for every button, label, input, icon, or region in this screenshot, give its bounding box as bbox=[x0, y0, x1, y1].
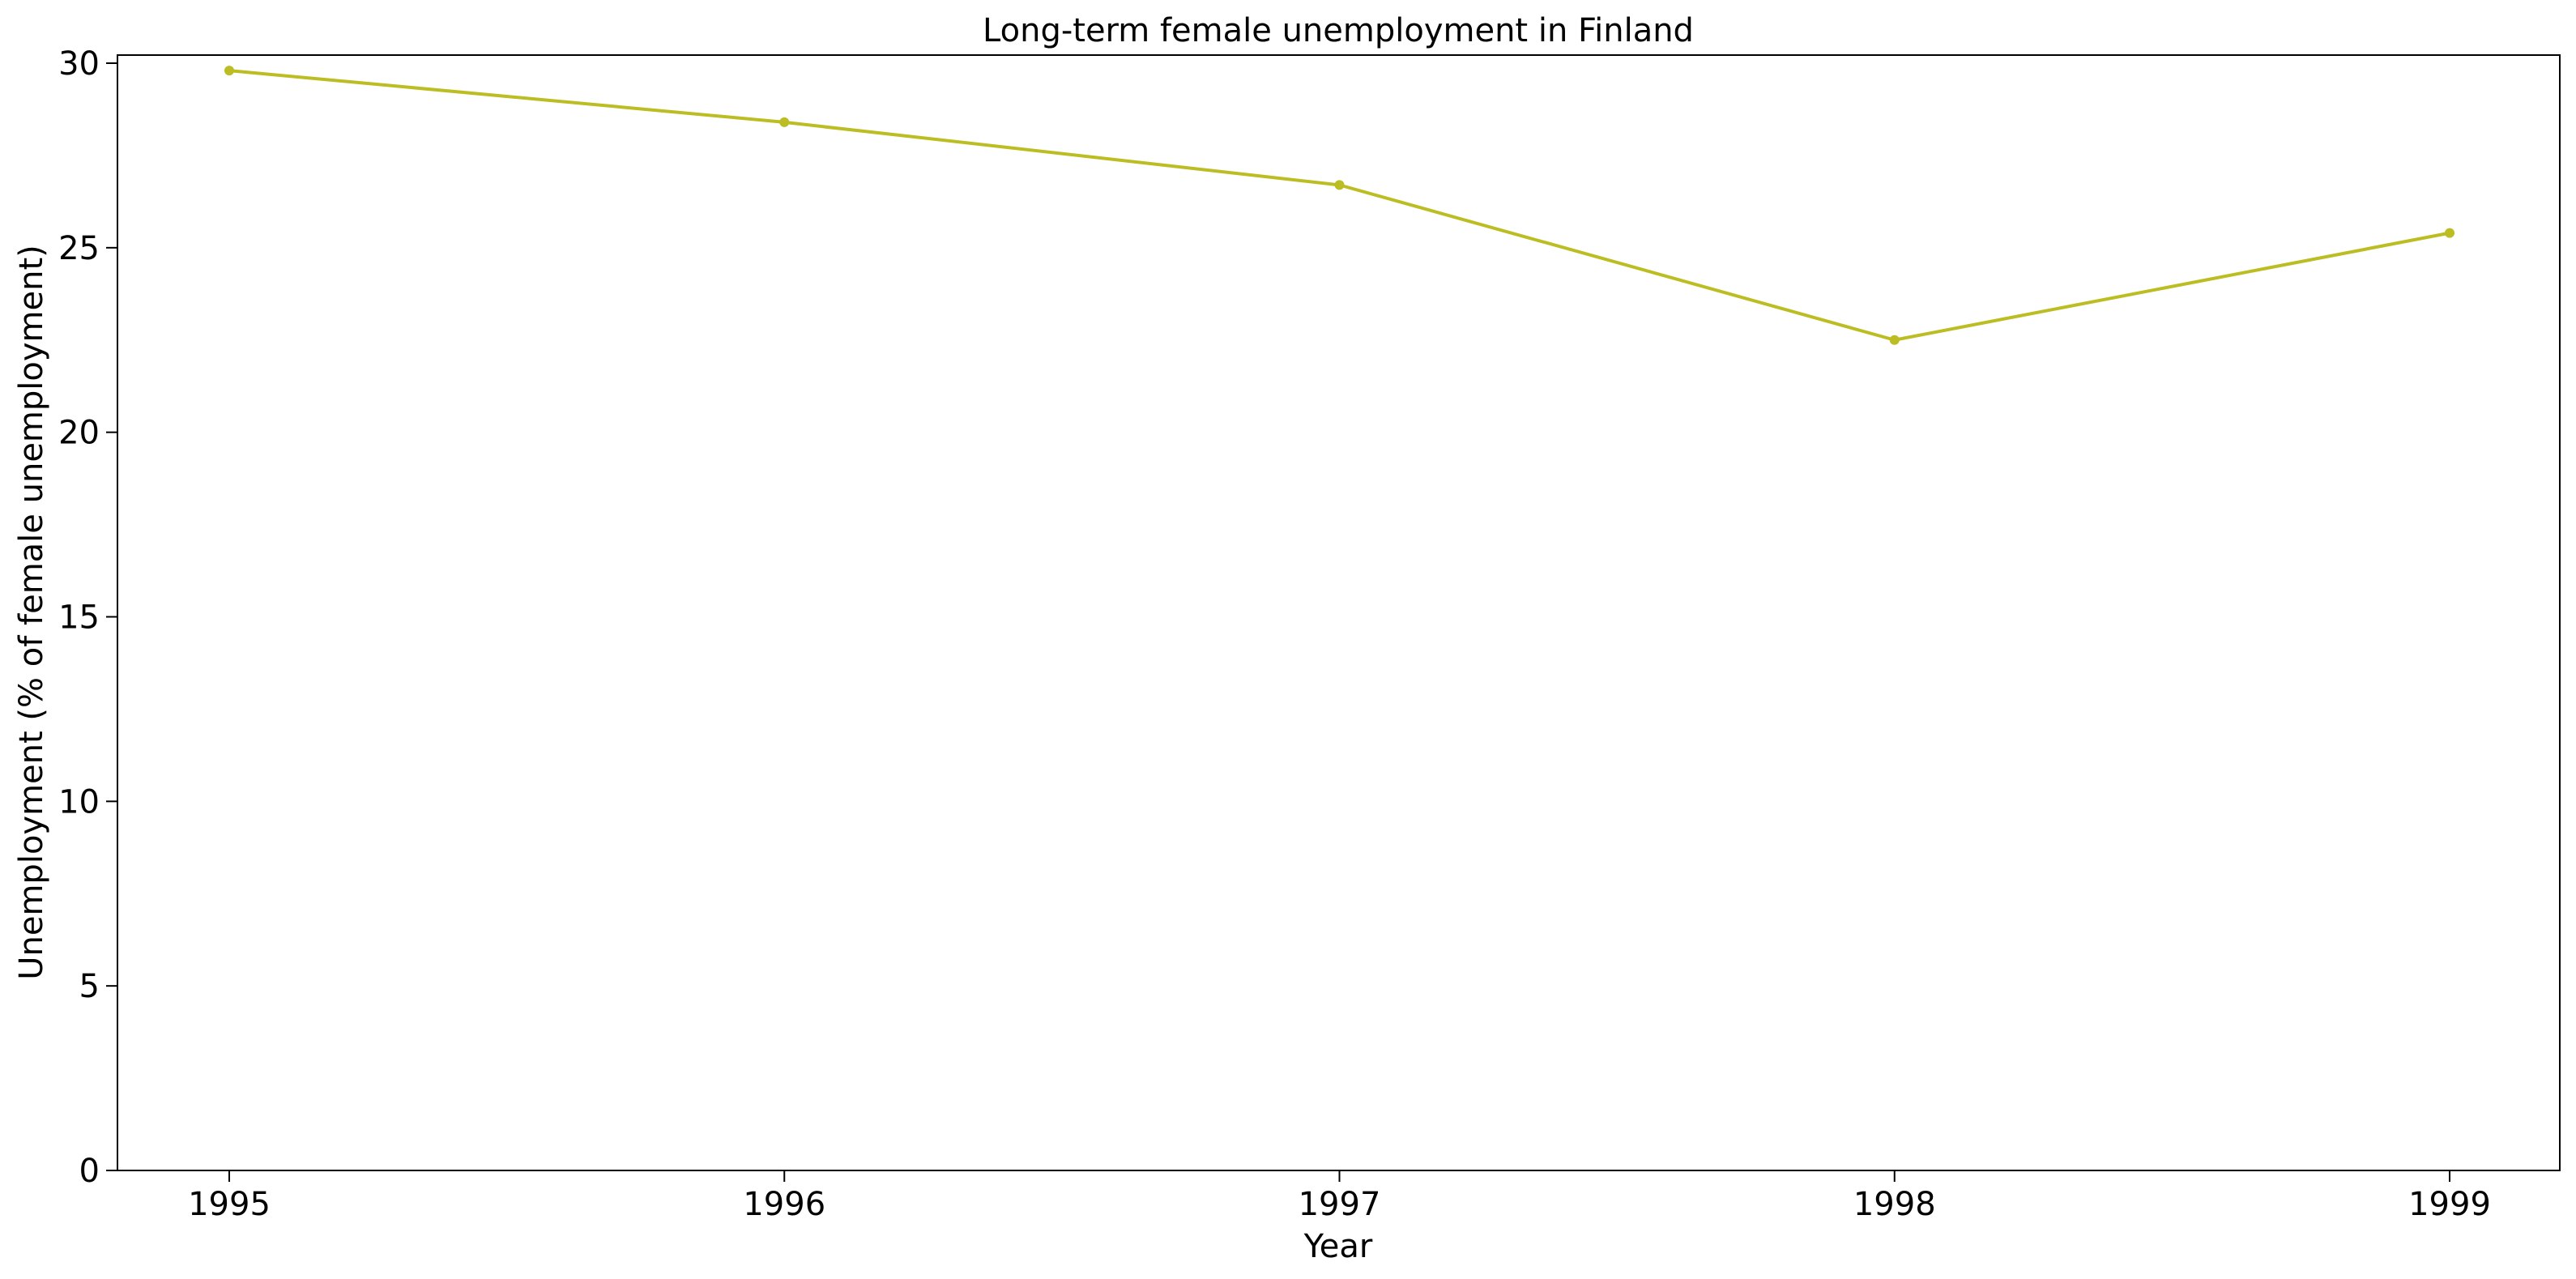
data-point bbox=[224, 66, 234, 76]
y-tick-label: 30 bbox=[58, 45, 100, 83]
y-tick-label: 20 bbox=[58, 415, 100, 452]
x-tick-label: 1995 bbox=[188, 1186, 271, 1223]
y-axis: 0 5 10 15 20 25 30 bbox=[58, 45, 117, 1190]
y-tick-label: 10 bbox=[58, 783, 100, 821]
series-line bbox=[228, 69, 2450, 342]
y-tick-label: 0 bbox=[79, 1153, 100, 1190]
data-point bbox=[1889, 335, 1900, 345]
data-point bbox=[1334, 180, 1345, 190]
chart-title: Long-term female unemployment in Finland bbox=[983, 12, 1694, 49]
data-point bbox=[779, 117, 790, 127]
x-tick-label: 1998 bbox=[1853, 1186, 1936, 1223]
data-point bbox=[2445, 228, 2454, 238]
x-tick-label: 1997 bbox=[1299, 1186, 1381, 1223]
plot-area bbox=[117, 54, 2561, 1171]
x-tick-label: 1996 bbox=[743, 1186, 825, 1223]
x-axis: 1995 1996 1997 1998 1999 bbox=[188, 1170, 2491, 1223]
y-axis-label: Unemployment (% of female unemployment) bbox=[13, 245, 50, 980]
x-axis-label: Year bbox=[1303, 1228, 1373, 1265]
y-tick-label: 5 bbox=[79, 968, 100, 1005]
y-tick-label: 25 bbox=[58, 230, 100, 267]
x-tick-label: 1999 bbox=[2408, 1186, 2491, 1223]
y-tick-label: 15 bbox=[58, 599, 100, 637]
data-series bbox=[224, 66, 2454, 345]
